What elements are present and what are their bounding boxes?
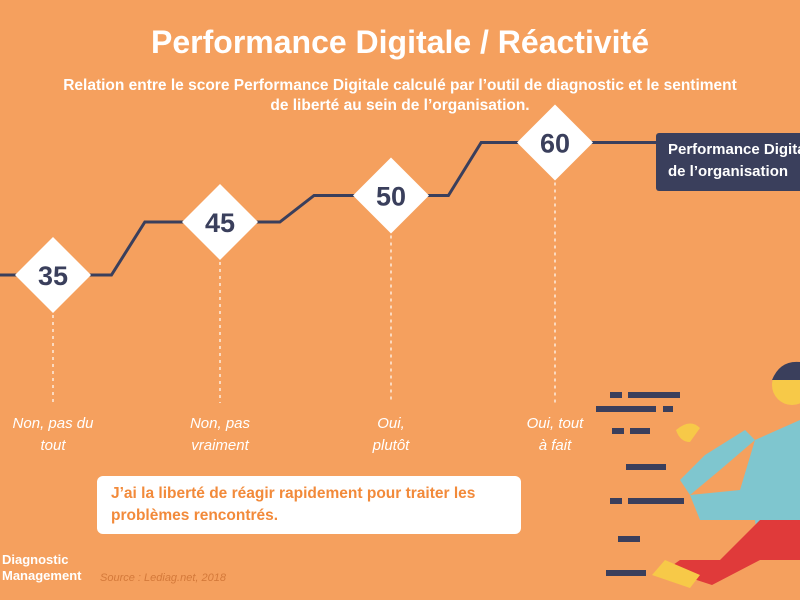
data-point-marker xyxy=(15,237,91,313)
data-point-marker xyxy=(517,104,593,181)
data-point-marker xyxy=(353,157,429,234)
category-label-line: tout xyxy=(40,437,66,454)
category-label-line: Non, pas du xyxy=(12,415,94,432)
category-label: Non, pas vraiment xyxy=(155,413,285,457)
brand-line-2: Management xyxy=(2,568,82,583)
category-label-line: Oui, xyxy=(377,415,405,432)
category-label-line: plutôt xyxy=(372,437,410,454)
data-label: 45 xyxy=(205,208,235,238)
category-label: Non, pas du tout xyxy=(0,413,118,457)
legend-line-1: Performance Digitale xyxy=(668,141,800,158)
brand-line-1: Diagnostic xyxy=(2,552,69,567)
survey-question: J’ai la liberté de réagir rapidement pou… xyxy=(97,476,521,534)
data-label: 60 xyxy=(540,129,570,159)
category-label: Oui, tout à fait xyxy=(490,413,620,457)
category-label-line: à fait xyxy=(538,437,572,454)
chart-title: Performance Digitale / Réactivité xyxy=(151,24,649,60)
category-label-line: vraiment xyxy=(191,437,249,454)
series-line xyxy=(0,141,660,277)
data-point-marker xyxy=(182,184,258,260)
category-label-line: Non, pas xyxy=(189,415,251,432)
category-label: Oui, plutôt xyxy=(326,413,456,457)
legend-line-2: de l’organisation xyxy=(668,163,789,180)
category-label-line: Oui, tout xyxy=(526,415,584,432)
data-label: 35 xyxy=(38,261,68,291)
data-label: 50 xyxy=(376,182,406,212)
chart-subtitle: Relation entre le score Performance Digi… xyxy=(63,77,737,114)
brand-logo: Diagnostic Management xyxy=(2,552,81,584)
source-note: Source : Lediag.net, 2018 xyxy=(100,572,226,584)
legend-box: Performance Digitale de l’organisation xyxy=(656,133,800,191)
speed-lines-icon xyxy=(596,392,684,576)
